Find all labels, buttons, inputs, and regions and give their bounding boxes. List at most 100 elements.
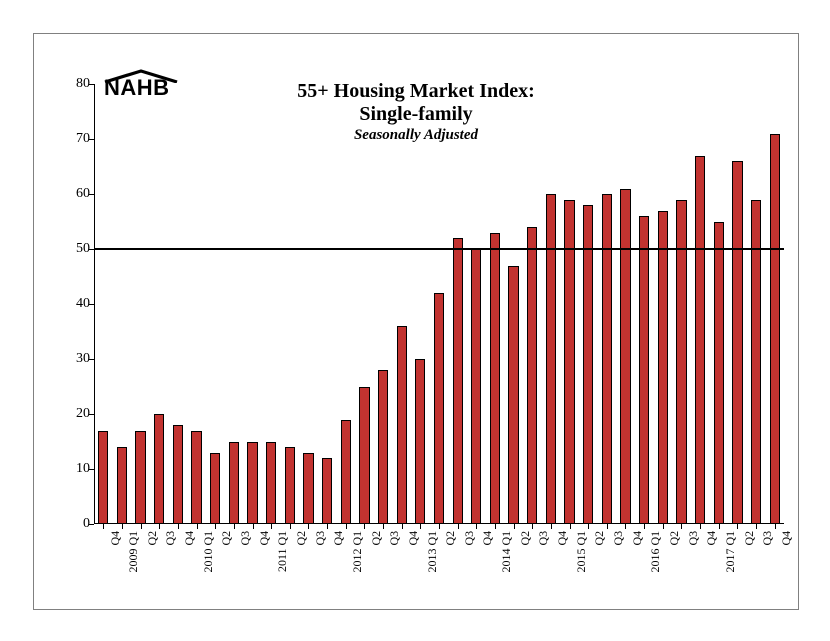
bar xyxy=(527,227,537,524)
x-tick-label: Q3 xyxy=(611,531,626,548)
x-tick xyxy=(103,524,104,529)
x-tick xyxy=(364,524,365,529)
x-tick xyxy=(756,524,757,529)
y-tick-label: 70 xyxy=(50,131,90,147)
reference-line xyxy=(94,248,784,250)
bar xyxy=(471,249,481,524)
bar xyxy=(639,216,649,524)
bar xyxy=(341,420,351,525)
x-tick-label: Q4 xyxy=(630,531,645,548)
x-tick xyxy=(719,524,720,529)
x-tick xyxy=(775,524,776,529)
x-tick xyxy=(588,524,589,529)
x-tick xyxy=(346,524,347,529)
x-tick xyxy=(327,524,328,529)
x-tick xyxy=(570,524,571,529)
x-tick-label: Q4 xyxy=(779,531,794,548)
x-tick-label: Q2 xyxy=(742,531,757,548)
x-tick xyxy=(551,524,552,529)
x-tick xyxy=(159,524,160,529)
bar xyxy=(359,387,369,525)
bar xyxy=(732,161,742,524)
x-tick-label: Q4 xyxy=(555,531,570,548)
x-tick xyxy=(644,524,645,529)
x-tick-label: Q3 xyxy=(313,531,328,548)
x-tick xyxy=(700,524,701,529)
x-tick xyxy=(122,524,123,529)
bar xyxy=(229,442,239,525)
bar xyxy=(191,431,201,525)
bar xyxy=(117,447,127,524)
bar xyxy=(378,370,388,524)
x-tick xyxy=(532,524,533,529)
x-tick xyxy=(476,524,477,529)
bar xyxy=(714,222,724,525)
bar xyxy=(210,453,220,525)
x-tick-label: Q4 xyxy=(406,531,421,548)
x-tick-label: Q4 xyxy=(331,531,346,548)
x-tick xyxy=(383,524,384,529)
x-tick-label: 2010 Q1 xyxy=(201,531,216,581)
x-tick-label: 2009 Q1 xyxy=(126,531,141,581)
x-tick xyxy=(234,524,235,529)
x-tick-label: Q4 xyxy=(108,531,123,548)
x-tick xyxy=(271,524,272,529)
x-tick-label: Q2 xyxy=(667,531,682,548)
bar xyxy=(508,266,518,525)
bar xyxy=(415,359,425,524)
x-tick-label: Q4 xyxy=(257,531,272,548)
bar xyxy=(98,431,108,525)
bar xyxy=(266,442,276,525)
bar xyxy=(322,458,332,524)
x-tick xyxy=(141,524,142,529)
bar xyxy=(490,233,500,525)
x-tick xyxy=(308,524,309,529)
bar xyxy=(135,431,145,525)
x-tick-label: Q2 xyxy=(219,531,234,548)
x-tick-label: 2016 Q1 xyxy=(648,531,663,581)
x-tick-label: 2012 Q1 xyxy=(350,531,365,581)
x-tick xyxy=(663,524,664,529)
x-tick xyxy=(402,524,403,529)
x-tick-label: 2013 Q1 xyxy=(425,531,440,581)
bar xyxy=(620,189,630,525)
plot-area: 01020304050607080Q42009 Q1Q2Q3Q42010 Q1Q… xyxy=(94,84,784,524)
bar xyxy=(770,134,780,525)
x-tick xyxy=(253,524,254,529)
x-tick-label: Q4 xyxy=(704,531,719,548)
x-tick xyxy=(458,524,459,529)
bar xyxy=(434,293,444,524)
x-tick-label: Q2 xyxy=(145,531,160,548)
bar xyxy=(695,156,705,525)
y-tick-label: 50 xyxy=(50,241,90,257)
y-axis xyxy=(94,84,95,524)
x-tick-label: Q2 xyxy=(592,531,607,548)
x-tick-label: Q4 xyxy=(480,531,495,548)
y-tick-label: 40 xyxy=(50,296,90,312)
bar xyxy=(303,453,313,525)
x-tick-label: 2014 Q1 xyxy=(499,531,514,581)
x-tick-label: Q3 xyxy=(238,531,253,548)
bar xyxy=(173,425,183,524)
x-tick xyxy=(681,524,682,529)
bar xyxy=(247,442,257,525)
bar xyxy=(453,238,463,524)
x-tick xyxy=(607,524,608,529)
x-tick-label: Q2 xyxy=(518,531,533,548)
bar xyxy=(397,326,407,524)
x-tick xyxy=(495,524,496,529)
x-tick xyxy=(514,524,515,529)
bar xyxy=(658,211,668,525)
bar xyxy=(583,205,593,524)
y-tick-label: 30 xyxy=(50,351,90,367)
x-tick-label: Q3 xyxy=(760,531,775,548)
x-tick xyxy=(178,524,179,529)
x-tick xyxy=(439,524,440,529)
x-tick xyxy=(420,524,421,529)
x-tick xyxy=(625,524,626,529)
x-tick-label: Q2 xyxy=(369,531,384,548)
bar xyxy=(285,447,295,524)
y-tick-label: 0 xyxy=(50,516,90,532)
x-tick-label: Q3 xyxy=(462,531,477,548)
x-tick-label: 2011 Q1 xyxy=(275,531,290,581)
